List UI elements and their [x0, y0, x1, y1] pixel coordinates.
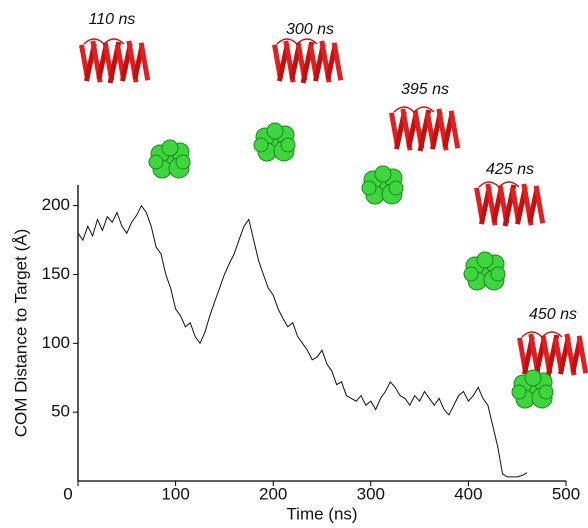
- loop: [478, 181, 520, 189]
- helix: [331, 42, 344, 81]
- protein-icon: [517, 331, 588, 377]
- helix: [138, 42, 151, 81]
- blob: [374, 165, 392, 183]
- blob: [463, 266, 479, 282]
- loop: [521, 331, 563, 339]
- blob: [161, 139, 179, 157]
- molecule-images: [79, 38, 588, 409]
- loop: [83, 38, 125, 46]
- ligand-icon: [511, 369, 554, 409]
- annotation: 450 ns: [529, 306, 577, 323]
- blob: [253, 137, 269, 153]
- blob: [476, 251, 494, 269]
- blob: [361, 180, 377, 196]
- loop: [276, 38, 318, 46]
- blob: [280, 137, 296, 153]
- x-tick-label: 300: [357, 484, 385, 503]
- annotation: 395 ns: [401, 81, 449, 98]
- blob: [538, 384, 554, 400]
- y-tick-label: 150: [42, 264, 70, 283]
- y-tick-label: 50: [51, 402, 70, 421]
- blob: [524, 369, 542, 387]
- protein-icon: [474, 181, 546, 227]
- x-tick-label: 200: [259, 484, 287, 503]
- helix: [533, 185, 546, 224]
- x-axis-label: Time (ns): [286, 504, 357, 523]
- ligand-icon: [361, 165, 404, 205]
- annotation: 110 ns: [89, 11, 136, 28]
- blob: [148, 154, 164, 170]
- data-line: [77, 204, 528, 478]
- blob: [490, 266, 506, 282]
- blob: [175, 154, 191, 170]
- blob: [511, 384, 527, 400]
- y-tick-label: 100: [42, 333, 70, 352]
- ligand-icon: [463, 251, 506, 291]
- x-tick-label: 500: [552, 484, 580, 503]
- y-axis-label: COM Distance to Target (Å): [11, 229, 30, 437]
- helix: [576, 335, 588, 374]
- helix: [448, 110, 461, 149]
- x-tick-label: 0: [63, 484, 72, 503]
- protein-icon: [389, 106, 461, 152]
- x-tick-label: 100: [161, 484, 189, 503]
- ligand-icon: [148, 139, 191, 179]
- protein-icon: [79, 38, 151, 84]
- annotation: 425 ns: [486, 161, 534, 178]
- loop: [393, 106, 435, 114]
- y-tick-label: 200: [42, 195, 70, 214]
- blob: [266, 122, 284, 140]
- protein-icon: [272, 38, 344, 84]
- annotation: 300 ns: [286, 21, 334, 38]
- x-tick-label: 400: [454, 484, 482, 503]
- blob: [388, 180, 404, 196]
- ligand-icon: [253, 122, 296, 162]
